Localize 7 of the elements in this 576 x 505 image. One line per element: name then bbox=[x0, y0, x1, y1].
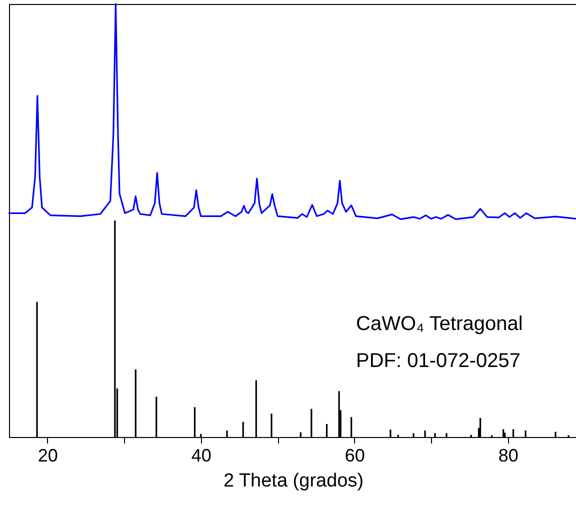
x-tick-label: 40 bbox=[191, 446, 212, 466]
x-tick-label: 80 bbox=[498, 446, 518, 466]
x-tick-label: 20 bbox=[38, 446, 58, 466]
x-axis-title: 2 Theta (grados) bbox=[223, 470, 364, 492]
annotation: CaWO₄ Tetragonal bbox=[356, 313, 523, 335]
annotation: PDF: 01-072-0257 bbox=[356, 350, 521, 372]
x-tick-label: 60 bbox=[344, 446, 365, 466]
